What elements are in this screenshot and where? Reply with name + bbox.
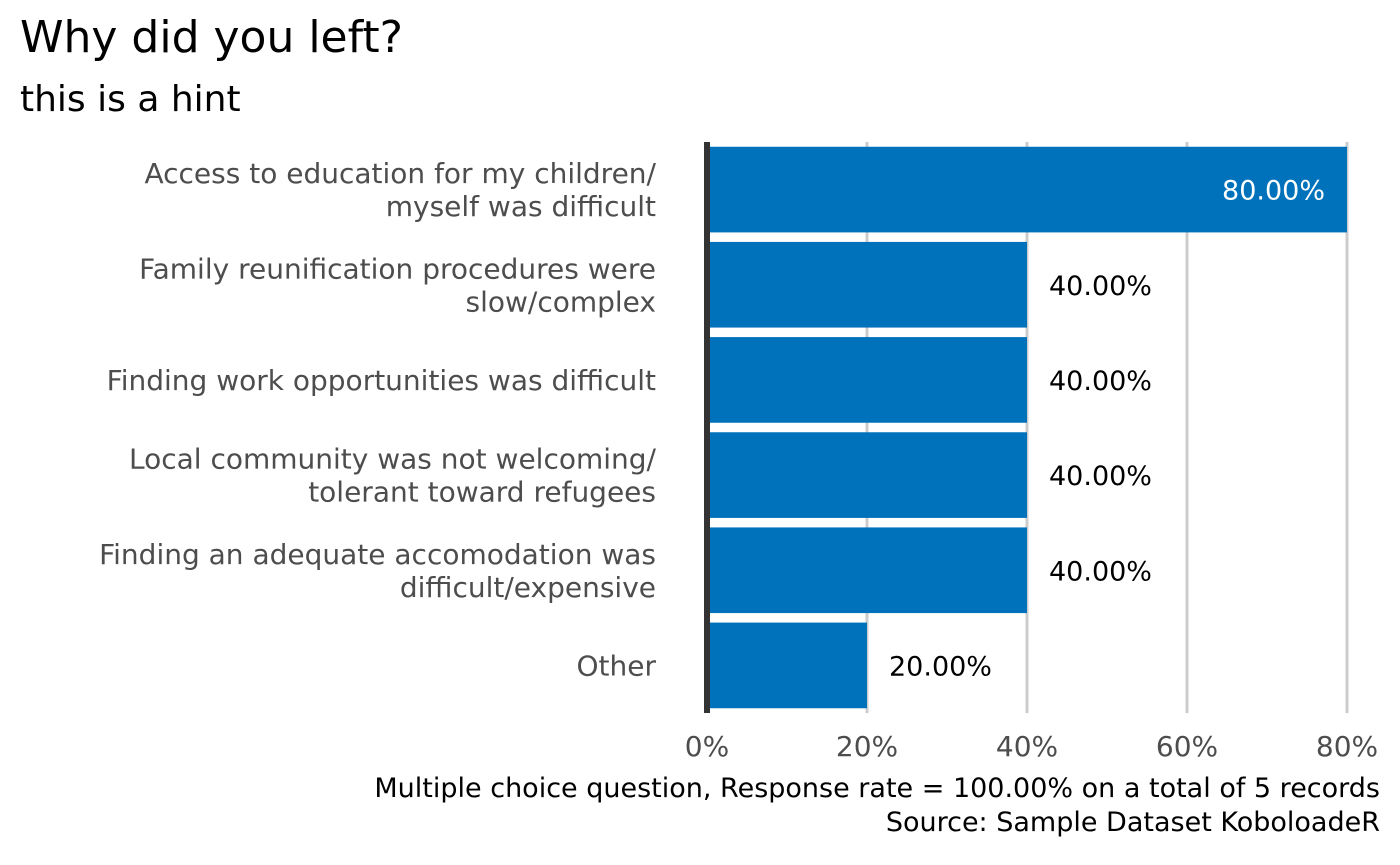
- category-label: Family reunification procedures were slow…: [139, 252, 656, 318]
- category-label: Access to education for my children/myse…: [144, 157, 656, 223]
- caption-line-source: Source: Sample Dataset KoboloadeR: [885, 807, 1380, 838]
- bar-value-label: 40.00%: [1049, 461, 1152, 492]
- category-label: Other: [576, 649, 656, 682]
- x-tick-label: 0%: [685, 730, 729, 763]
- bar: [707, 527, 1027, 614]
- bar-value-label: 40.00%: [1049, 271, 1152, 302]
- chart-subtitle: this is a hint: [20, 79, 241, 120]
- bar: [707, 146, 1347, 233]
- bar: [707, 622, 867, 709]
- category-label: Local community was not welcoming/tolera…: [129, 443, 657, 509]
- x-tick-label: 80%: [1316, 730, 1378, 763]
- bar-value-label: 80.00%: [1222, 176, 1325, 207]
- caption-line-response: Multiple choice question, Response rate …: [374, 773, 1380, 804]
- bar-value-label: 20.00%: [889, 651, 992, 682]
- x-tick-label: 60%: [1156, 730, 1218, 763]
- x-tick-label: 40%: [996, 730, 1058, 763]
- bar: [707, 241, 1027, 328]
- bar: [707, 337, 1027, 423]
- bar-value-label: 40.00%: [1049, 556, 1152, 587]
- x-tick-label: 20%: [836, 730, 898, 763]
- category-label: Finding work opportunities was difficult: [107, 364, 656, 397]
- category-label: Finding an adequate accomodation was diff…: [99, 538, 656, 604]
- chart-caption: Multiple choice question, Response rate …: [20, 772, 1380, 840]
- bar: [707, 432, 1027, 518]
- bar-value-label: 40.00%: [1049, 366, 1152, 397]
- chart-title: Why did you left?: [20, 12, 403, 63]
